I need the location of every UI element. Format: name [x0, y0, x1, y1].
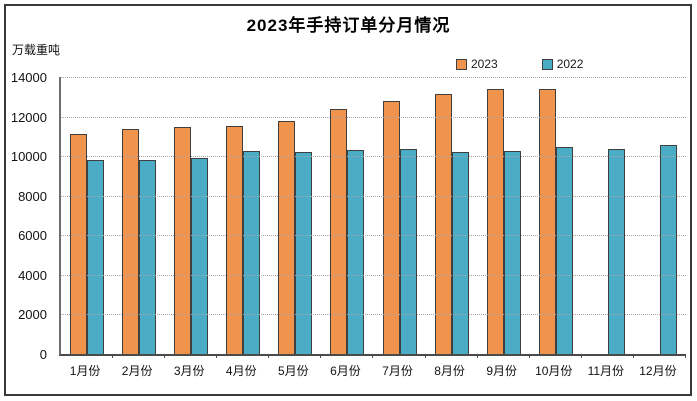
x-axis-tick: [216, 354, 218, 358]
y-tick-label-4000: 4000: [18, 268, 47, 283]
x-axis-tick: [528, 354, 530, 358]
bar-2023-2月份: [122, 129, 140, 354]
bar-group-2月份: [113, 77, 166, 358]
x-axis-tick-labels: 1月份 2月份 3月份 4月份 5月份 6月份 7月份 8月份 9月份 10月份 11月份 12月份: [59, 362, 684, 379]
gridline-8000: [61, 196, 686, 197]
bar-2022-8月份: [451, 152, 469, 354]
x-axis-tick: [424, 354, 426, 358]
bar-2022-11月份: [607, 149, 625, 354]
x-tick-label-2月份: 2月份: [121, 364, 153, 378]
gridline-12000: [61, 117, 686, 118]
bar-2022-4月份: [243, 151, 261, 354]
bar-2022-1月份: [87, 160, 105, 354]
y-tick-label-0: 0: [39, 347, 47, 362]
legend-item-2023: 2023: [456, 57, 498, 71]
gridline-4000: [61, 275, 686, 276]
bar-2023-6月份: [330, 108, 348, 354]
bar-2023-1月份: [70, 134, 88, 354]
bar-group-12月份: [634, 77, 686, 358]
x-tick-label-8月份: 8月份: [434, 364, 465, 378]
legend-swatch-2022-icon: [541, 58, 553, 70]
bar-missing-2023-12月份: [643, 353, 660, 354]
x-axis-tick: [684, 354, 686, 358]
x-tick-label-5月份: 5月份: [278, 364, 309, 378]
x-axis-tick: [372, 354, 374, 358]
y-axis-unit-label: 万载重吨: [12, 43, 61, 57]
bar-group-3月份: [165, 77, 218, 358]
bar-group-10月份: [530, 77, 582, 358]
gridline-2000: [61, 314, 686, 315]
x-axis-tick: [580, 354, 582, 358]
legend-item-2022: 2022: [541, 57, 584, 71]
bar-2023-7月份: [382, 100, 400, 354]
bar-2022-9月份: [503, 151, 521, 354]
chart-legend: 2023 2022: [456, 57, 583, 71]
legend-label-2023: 2023: [471, 57, 498, 71]
bar-group-6月份: [321, 77, 374, 358]
bar-group-4月份: [217, 77, 270, 358]
bar-2022-2月份: [139, 160, 157, 354]
bar-2022-5月份: [295, 152, 313, 354]
gridline-10000: [61, 156, 686, 157]
legend-swatch-2023-icon: [456, 58, 467, 70]
bar-group-8月份: [426, 77, 478, 358]
chart-title: 2023年手持订单分月情况: [246, 16, 451, 35]
x-axis-tick: [476, 354, 478, 358]
x-axis-tick: [268, 354, 270, 358]
x-axis-tick: [632, 354, 634, 358]
plot-area: [59, 77, 686, 358]
bar-2023-5月份: [278, 120, 296, 354]
bar-2022-3月份: [191, 158, 209, 354]
y-tick-label-12000: 12000: [10, 110, 47, 125]
x-tick-label-3月份: 3月份: [173, 364, 205, 378]
bar-group-5月份: [269, 77, 322, 358]
x-tick-label-7月份: 7月份: [382, 364, 413, 378]
bar-2023-4月份: [226, 126, 244, 354]
x-tick-label-9月份: 9月份: [486, 364, 517, 378]
bar-2022-10月份: [555, 147, 573, 354]
bar-2022-7月份: [399, 149, 417, 354]
y-tick-label-10000: 10000: [10, 149, 47, 164]
x-tick-label-6月份: 6月份: [330, 364, 361, 378]
bar-2023-10月份: [538, 89, 556, 354]
x-tick-label-11月份: 11月份: [587, 364, 625, 378]
bar-2022-6月份: [347, 150, 365, 354]
x-tick-label-1月份: 1月份: [69, 364, 101, 378]
bar-group-11月份: [582, 77, 634, 358]
y-tick-label-2000: 2000: [18, 307, 47, 322]
x-axis-tick: [320, 354, 322, 358]
bar-2023-9月份: [486, 88, 504, 354]
bar-missing-2023-11月份: [591, 353, 608, 354]
bar-groups: [61, 77, 686, 358]
gridline-6000: [61, 235, 686, 236]
bar-2023-8月份: [434, 93, 452, 354]
y-tick-label-14000: 14000: [10, 70, 47, 85]
bar-group-9月份: [478, 77, 530, 358]
legend-label-2022: 2022: [556, 57, 584, 71]
gridline-14000: [61, 77, 686, 78]
y-tick-label-8000: 8000: [18, 189, 47, 204]
x-tick-label-12月份: 12月份: [639, 364, 677, 378]
bar-group-1月份: [61, 77, 114, 358]
x-axis-tick: [164, 354, 166, 358]
x-tick-label-4月份: 4月份: [225, 364, 257, 378]
bar-group-7月份: [373, 77, 426, 358]
y-tick-label-6000: 6000: [18, 228, 47, 243]
bar-2023-3月份: [174, 127, 192, 354]
x-axis-tick: [112, 354, 114, 358]
y-axis-tick-labels: 0 2000 4000 6000 8000 10000 12000 14000: [0, 70, 51, 362]
x-tick-label-10月份: 10月份: [535, 364, 573, 378]
bar-2022-12月份: [659, 145, 677, 354]
